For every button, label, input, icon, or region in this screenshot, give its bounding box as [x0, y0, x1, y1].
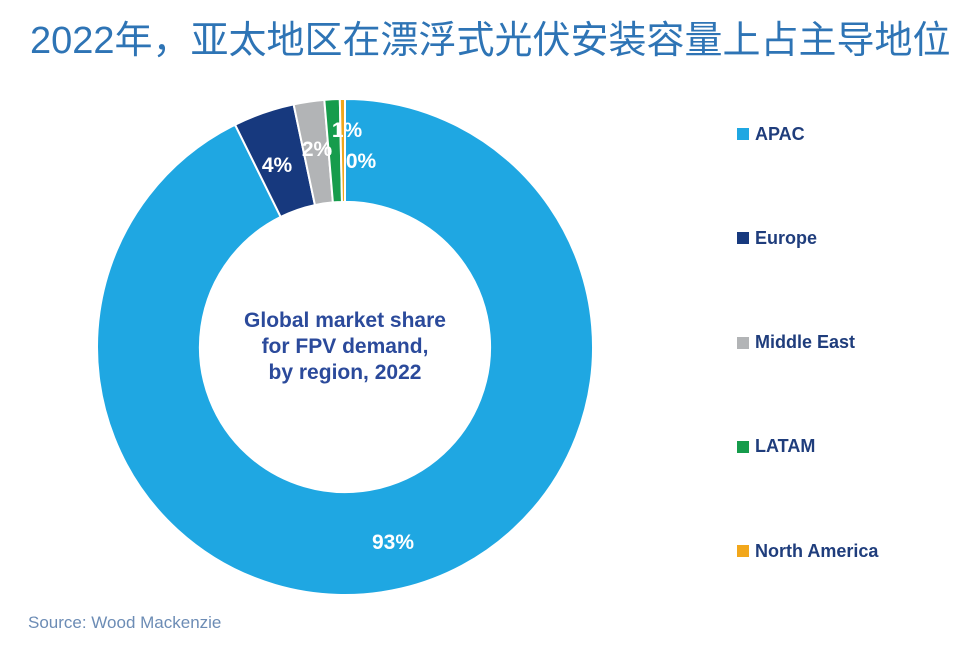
legend-item-europe: Europe: [737, 228, 878, 248]
legend-swatch-latam: [737, 440, 749, 453]
page-title: 2022年，亚太地区在漂浮式光伏安装容量上占主导地位: [30, 20, 951, 62]
legend-item-middle-east: Middle East: [737, 332, 878, 353]
donut-chart: [85, 87, 605, 607]
legend-swatch-north-america: [737, 545, 749, 557]
legend-swatch-apac: [737, 128, 749, 140]
legend: APAC Europe Middle East LATAM North America: [737, 124, 878, 561]
slice-north-america: [338, 97, 346, 203]
legend-swatch-middle-east: [737, 336, 749, 349]
legend-item-apac: APAC: [737, 124, 878, 144]
donut-center-text: Global market share for FPV demand, by r…: [205, 308, 485, 386]
legend-label-apac: APAC: [755, 123, 805, 144]
slice-label-latam: 1%: [331, 119, 363, 142]
slice-label-europe: 4%: [261, 154, 293, 177]
legend-label-north-america: North America: [755, 540, 879, 561]
slice-apac: [96, 97, 594, 596]
legend-label-europe: Europe: [755, 227, 818, 248]
slice-label-middle-east: 2%: [301, 138, 333, 161]
center-text-line-3: by region, 2022: [268, 361, 422, 384]
legend-label-latam: LATAM: [755, 436, 816, 457]
center-text-line-1: Global market share: [244, 309, 446, 332]
legend-item-latam: LATAM: [737, 436, 878, 457]
center-text-line-2: for FPV demand,: [261, 335, 429, 358]
donut-svg: [96, 97, 594, 596]
legend-label-middle-east: Middle East: [755, 332, 856, 352]
slice-label-north-america: 0%: [345, 150, 377, 173]
legend-item-north-america: North America: [737, 541, 878, 561]
slice-label-apac: 93%: [371, 531, 415, 554]
legend-swatch-europe: [737, 232, 749, 245]
source-note: Source: Wood Mackenzie: [28, 613, 222, 632]
